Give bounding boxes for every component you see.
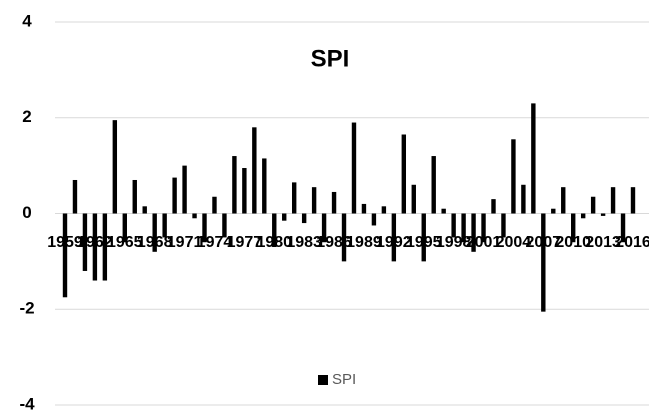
- bar: [580, 213, 586, 219]
- bar: [441, 208, 446, 214]
- bar: [301, 213, 307, 224]
- bar: [551, 208, 556, 214]
- bar: [531, 103, 536, 214]
- x-tick-label: 2007: [526, 234, 562, 251]
- bar: [291, 182, 297, 214]
- chart-title: SPI: [311, 45, 350, 72]
- y-tick-label: 0: [22, 203, 31, 222]
- bar: [411, 184, 416, 214]
- x-tick-label: 1968: [137, 234, 173, 251]
- bar: [451, 213, 456, 238]
- x-tick-label: 2001: [466, 234, 502, 251]
- bar: [242, 168, 247, 214]
- bar: [321, 213, 327, 243]
- bar: [62, 213, 68, 298]
- legend-swatch: [318, 375, 328, 385]
- bar: [282, 213, 287, 221]
- x-tick-label: 1971: [167, 234, 203, 251]
- x-tick-label: 1959: [47, 234, 83, 251]
- legend-label: SPI: [332, 371, 356, 388]
- x-tick-label: 1974: [197, 234, 233, 251]
- bar: [192, 213, 197, 219]
- bar: [501, 213, 506, 238]
- bar: [122, 213, 127, 243]
- bar: [112, 120, 118, 214]
- x-tick-label: 1980: [256, 234, 292, 251]
- bar: [541, 213, 546, 312]
- bar: [590, 196, 596, 214]
- bar: [262, 158, 267, 214]
- bar: [212, 196, 217, 214]
- bar: [401, 134, 407, 214]
- x-tick-label: 2013: [585, 234, 621, 251]
- x-tick-label: 1965: [107, 234, 143, 251]
- bar: [152, 213, 157, 252]
- bar: [341, 213, 347, 262]
- bar: [371, 213, 377, 226]
- x-tick-label: 1977: [227, 234, 263, 251]
- bar: [511, 139, 516, 214]
- bar: [461, 213, 466, 243]
- x-tick-label: 2004: [496, 234, 532, 251]
- bar: [620, 213, 626, 243]
- bar: [82, 213, 88, 271]
- bar: [232, 156, 237, 214]
- x-tick-label: 1998: [436, 234, 472, 251]
- bar: [162, 213, 167, 238]
- bar: [521, 184, 526, 214]
- x-tick-label: 1989: [346, 234, 382, 251]
- bar: [72, 179, 78, 214]
- bar: [102, 213, 108, 281]
- bar: [561, 187, 566, 214]
- bar: [361, 203, 367, 214]
- bar: [630, 187, 636, 214]
- x-tick-label: 1986: [316, 234, 352, 251]
- bar: [431, 156, 436, 214]
- bar: [92, 213, 98, 281]
- bar: [272, 213, 277, 248]
- y-tick-label: 4: [22, 11, 32, 30]
- bar: [571, 213, 576, 243]
- bar: [331, 191, 337, 214]
- bar: [222, 213, 227, 238]
- bar: [600, 213, 606, 216]
- x-tick-label: 2016: [615, 234, 649, 251]
- bar: [610, 187, 616, 214]
- bar: [252, 127, 257, 214]
- bar: [202, 213, 207, 243]
- bar: [421, 213, 426, 262]
- bar: [391, 213, 397, 262]
- bar: [471, 213, 476, 252]
- x-tick-label: 1995: [406, 234, 442, 251]
- x-tick-label: 2010: [555, 234, 591, 251]
- x-tick-label: 1992: [376, 234, 412, 251]
- x-tick-label: 1983: [286, 234, 322, 251]
- x-tick-label: 1962: [77, 234, 113, 251]
- y-tick-label: -2: [19, 299, 34, 318]
- y-tick-label: -4: [19, 394, 35, 413]
- bar: [351, 122, 357, 214]
- bar: [172, 177, 177, 214]
- bar: [132, 179, 137, 214]
- bar: [182, 165, 187, 214]
- bar: [481, 213, 486, 243]
- y-tick-label: 2: [22, 107, 31, 126]
- bar: [491, 199, 496, 214]
- bar: [142, 206, 147, 214]
- bar: [311, 187, 317, 214]
- bar: [381, 206, 387, 214]
